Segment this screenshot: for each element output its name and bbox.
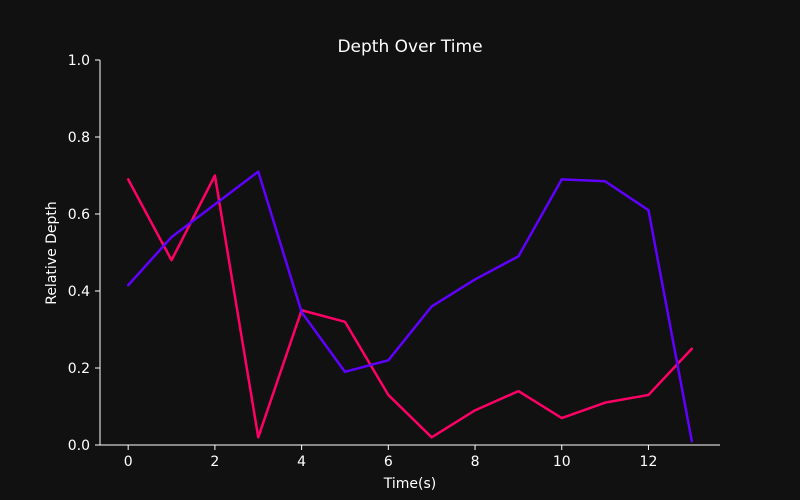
y-tick-label: 0.8 (68, 130, 90, 146)
x-tick-label: 6 (384, 454, 393, 470)
y-axis-title: Relative Depth (44, 201, 60, 305)
y-tick-label: 0.4 (68, 284, 90, 300)
y-tick-label: 0.6 (68, 207, 90, 223)
series-line-2 (126, 170, 694, 443)
x-tick-label: 2 (210, 454, 219, 470)
x-tick-label: 12 (640, 454, 658, 470)
x-tick-label: 10 (553, 454, 571, 470)
x-tick-label: 0 (124, 454, 133, 470)
y-tick-label: 1.0 (68, 53, 90, 69)
x-tick-label: 4 (297, 454, 306, 470)
chart-title: Depth Over Time (337, 37, 482, 57)
x-axis-title: Time(s) (383, 476, 436, 492)
plot-area: 0 2 4 6 8 10 12 0.0 0.2 0.4 0.6 0.8 1.0 (68, 53, 720, 470)
series-line-1 (126, 174, 694, 439)
y-tick-label: 0.2 (68, 361, 90, 377)
y-tick-label: 0.0 (68, 438, 90, 454)
x-tick-label: 8 (471, 454, 480, 470)
